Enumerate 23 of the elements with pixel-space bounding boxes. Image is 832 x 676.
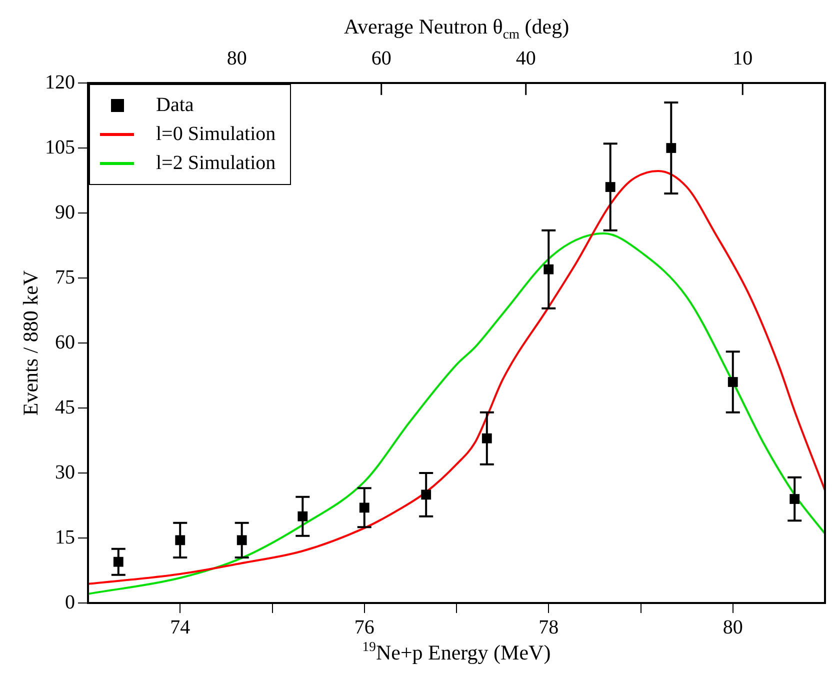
x-tick-label: 76 bbox=[354, 616, 374, 638]
y-tick-label: 0 bbox=[65, 591, 75, 614]
legend-label: l=2 Simulation bbox=[156, 151, 276, 176]
line-series bbox=[88, 170, 825, 585]
y-tick-label: 105 bbox=[45, 136, 75, 158]
y-tick-label: 75 bbox=[55, 266, 75, 288]
x2-tick-label: 40 bbox=[516, 47, 536, 70]
y-axis-title: Events / 880 keV bbox=[18, 270, 42, 416]
x2-tick-label: 10 bbox=[732, 47, 753, 70]
y-tick-label: 120 bbox=[45, 71, 75, 94]
line-series bbox=[88, 232, 825, 595]
y-tick-label: 60 bbox=[55, 331, 75, 354]
x-tick-label: 80 bbox=[722, 616, 743, 638]
y-tick-label: 15 bbox=[55, 526, 75, 548]
x-tick-label: 78 bbox=[538, 616, 559, 638]
y-tick-label: 30 bbox=[55, 461, 75, 484]
x-tick-label: 74 bbox=[170, 616, 190, 638]
legend-label: l=0 Simulation bbox=[156, 122, 276, 147]
legend-label: Data bbox=[156, 93, 194, 118]
x2-tick-label: 60 bbox=[371, 47, 392, 70]
y-tick-label: 45 bbox=[55, 396, 75, 418]
x2-tick-label: 80 bbox=[226, 47, 247, 70]
y-tick-label: 90 bbox=[55, 201, 75, 224]
